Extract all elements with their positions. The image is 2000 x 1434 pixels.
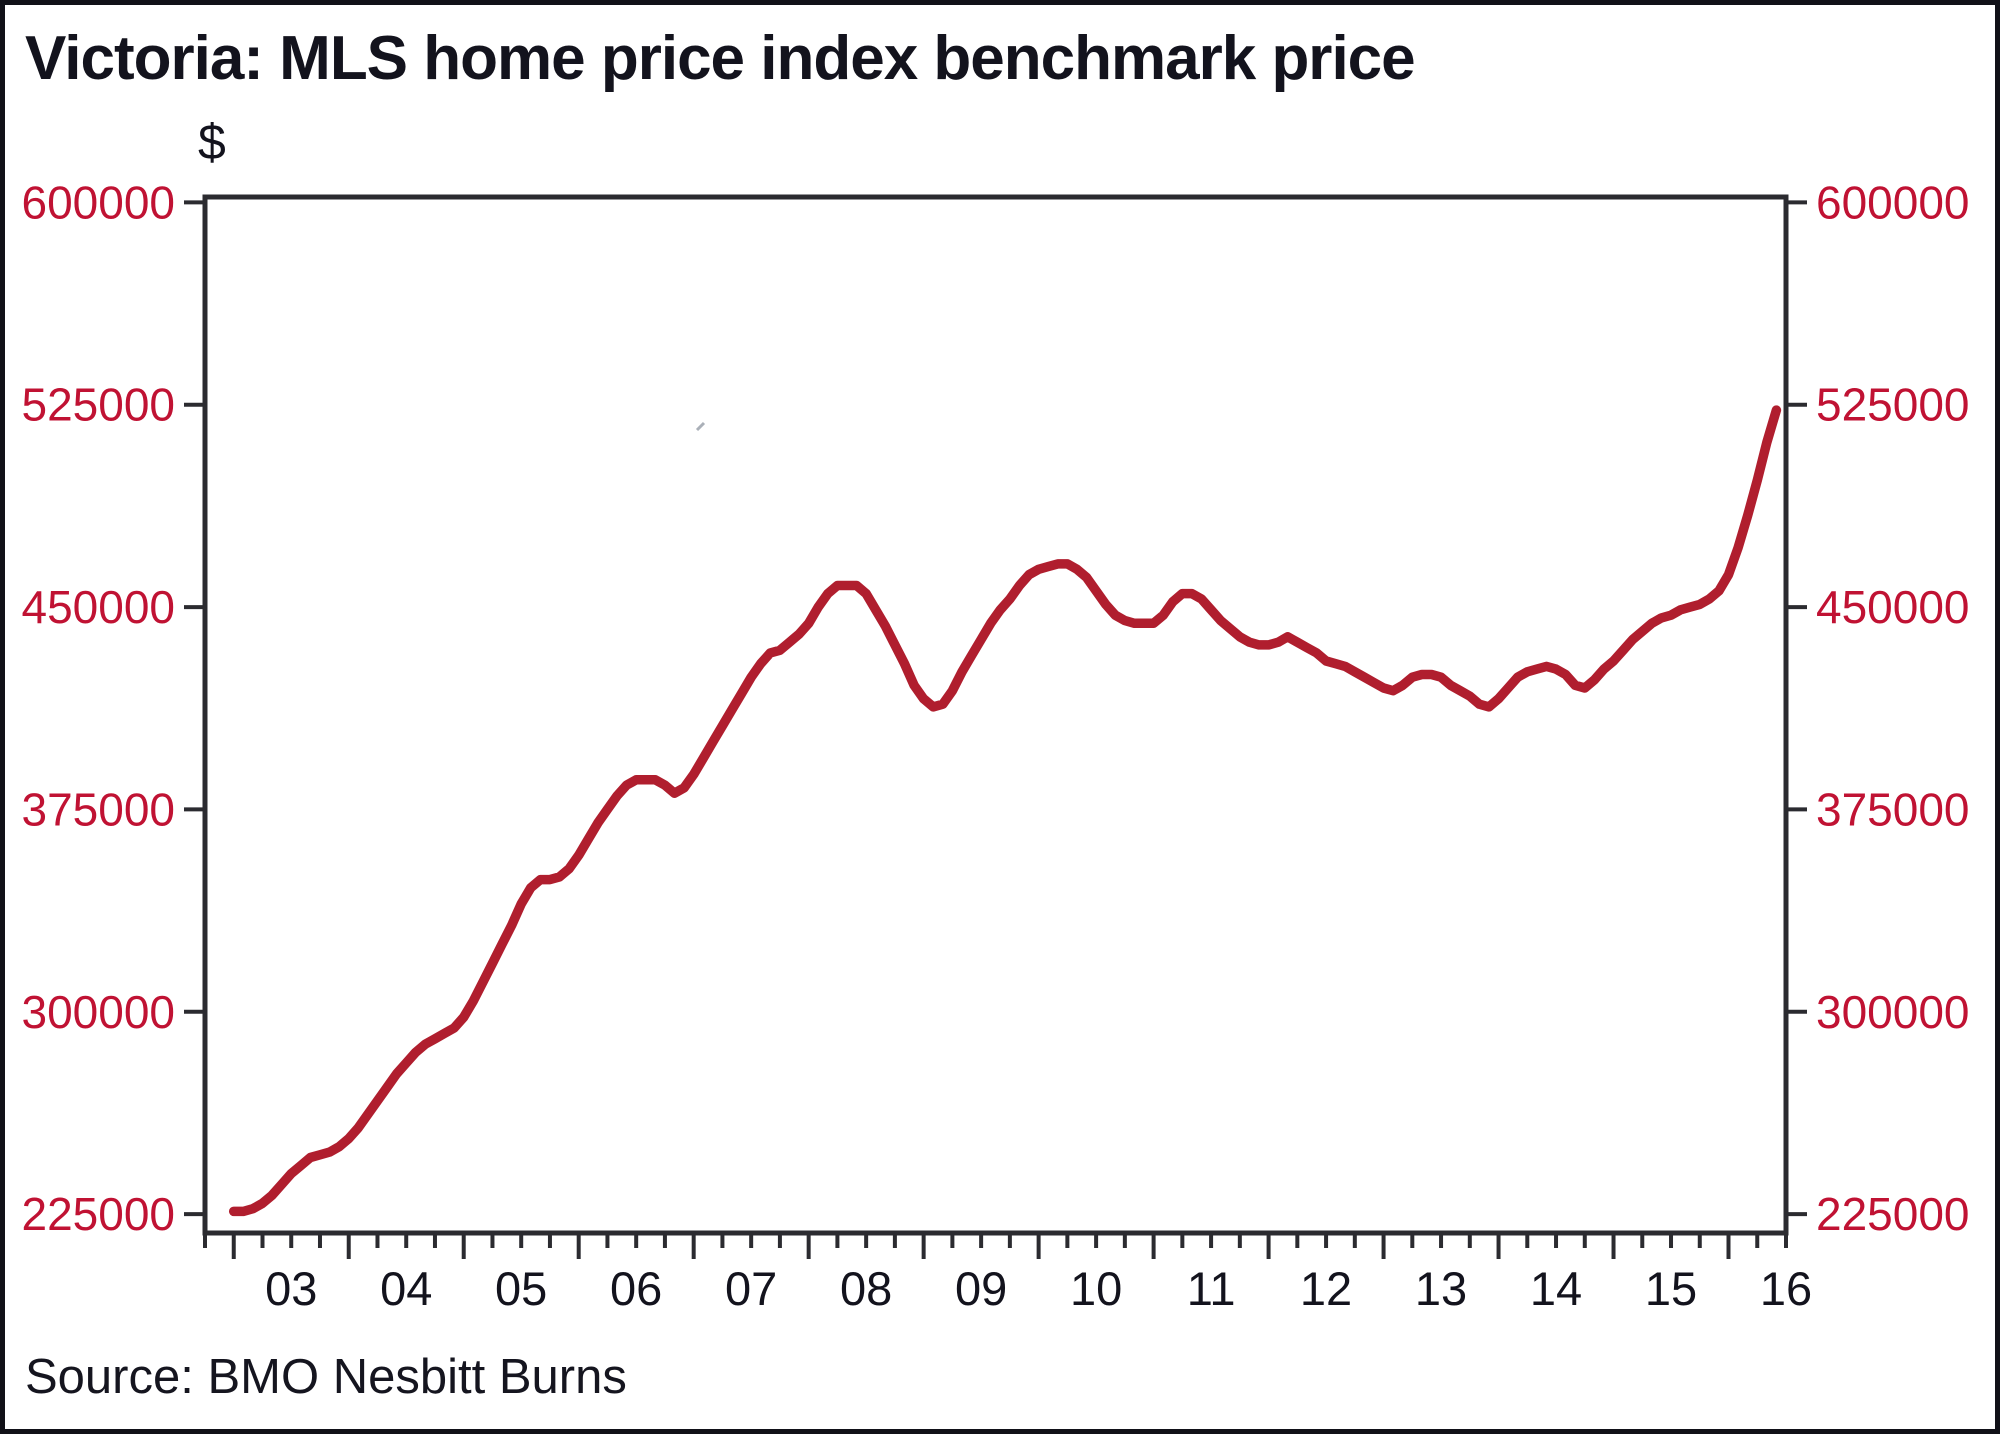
y-axis-label-right: 450000 [1816, 581, 1970, 633]
plot-frame [202, 194, 1789, 1236]
x-axis-label: 15 [1645, 1262, 1697, 1315]
y-axis-label-left: 450000 [22, 581, 176, 633]
x-axis-label: 06 [610, 1262, 662, 1315]
y-axis-label-right: 525000 [1816, 379, 1970, 431]
y-axis-label-right: 375000 [1816, 783, 1970, 835]
y-axis-label-right: 225000 [1816, 1188, 1970, 1240]
y-axis-label-left: 375000 [22, 783, 176, 835]
x-axis-label: 12 [1300, 1262, 1352, 1315]
x-axis-label: 08 [840, 1262, 892, 1315]
y-axis-label-left: 525000 [22, 379, 176, 431]
chart-title: Victoria: MLS home price index benchmark… [25, 24, 1416, 93]
x-axis-label: 07 [725, 1262, 777, 1315]
y-axis-label-right: 600000 [1816, 176, 1970, 228]
x-axis-label: 04 [380, 1262, 432, 1315]
y-axis-label-right: 300000 [1816, 986, 1970, 1038]
x-axis-label: 14 [1530, 1262, 1582, 1315]
source-note: Source: BMO Nesbitt Burns [25, 1350, 627, 1404]
x-axis-label: 10 [1070, 1262, 1122, 1315]
price-line [228, 405, 1782, 1217]
price-chart: 225000 225000 300000 300000 375000 375000 4500… [22, 176, 1970, 1315]
x-axis-label: 09 [955, 1262, 1007, 1315]
y-axis-label-left: 225000 [22, 1188, 176, 1240]
x-axis-label: 05 [495, 1262, 547, 1315]
y-axis-label-left: 300000 [22, 986, 176, 1038]
y-axis-label-left: 600000 [22, 176, 176, 228]
scan-speck [695, 421, 706, 432]
x-axis-label: 13 [1415, 1262, 1467, 1315]
x-axis-label: 11 [1187, 1262, 1236, 1315]
x-axis-label: 16 [1760, 1262, 1812, 1315]
y-axis-unit-label: $ [198, 114, 226, 170]
x-axis-label: 03 [265, 1262, 317, 1315]
